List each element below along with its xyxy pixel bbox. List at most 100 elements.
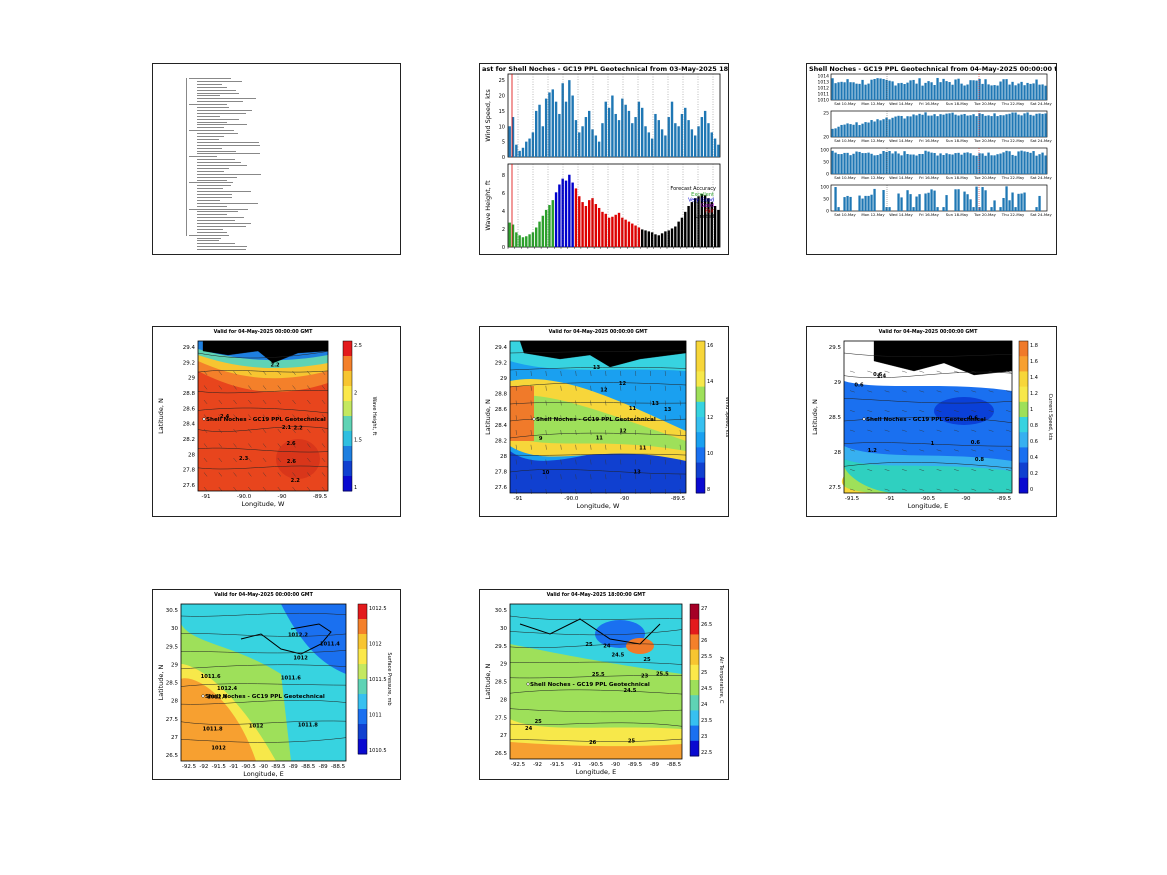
met-bar: [951, 112, 954, 137]
met-bar: [1002, 79, 1005, 100]
wave-bar: [525, 236, 528, 247]
met-x-tick: Tue 20-May: [973, 175, 996, 180]
document-text-line: [197, 211, 238, 213]
vector-arrow: [560, 474, 562, 480]
met-bar: [909, 116, 912, 137]
vector-arrow: [292, 472, 296, 477]
document-text-line: [197, 162, 241, 164]
met-bar: [954, 189, 957, 211]
met-bar: [942, 207, 945, 211]
met-bar: [1041, 113, 1044, 137]
met-row-frame: [830, 147, 1048, 175]
met-x-tick: Thu 22-May: [1001, 138, 1025, 143]
met-bar: [912, 114, 915, 137]
document-text-line: [197, 141, 259, 143]
vector-arrow: [635, 400, 637, 406]
wind-bar: [677, 126, 680, 157]
met-bar: [831, 150, 834, 174]
met-bar: [915, 196, 918, 211]
document-text-line: [197, 167, 229, 169]
vector-arrow: [292, 457, 296, 463]
vector-arrow: [849, 449, 855, 452]
vector-arrow: [988, 370, 994, 373]
vector-arrow: [849, 390, 855, 393]
wave-bar: [548, 205, 551, 247]
met-bar: [1020, 193, 1023, 211]
met-bar: [996, 85, 999, 100]
vector-arrow: [262, 428, 267, 434]
vector-arrow: [988, 410, 994, 413]
vector-arrow: [530, 474, 532, 480]
map-x-tick: -89: [650, 762, 659, 768]
vector-arrow: [262, 472, 267, 477]
map-x-tick: -89.5: [313, 494, 328, 500]
vector-arrow: [321, 472, 326, 477]
met-bar: [984, 115, 987, 137]
met-bar: [924, 112, 927, 137]
document-text-line: [197, 107, 229, 108]
map-x-tick: -88.5: [301, 764, 316, 770]
map-x-tick: -89.5: [628, 762, 643, 768]
met-bar: [1017, 193, 1020, 211]
met-bar: [930, 152, 933, 174]
vector-arrow: [321, 443, 326, 448]
met-bar: [900, 197, 903, 211]
met-bar: [885, 117, 888, 137]
panel-forecast-document: [152, 63, 401, 255]
met-bar: [858, 151, 861, 174]
document-text-line: [197, 243, 235, 245]
met-x-tick: Sat 24-May: [1030, 101, 1052, 106]
met-bar: [975, 186, 978, 211]
colorbar-label: Air Temperature, C: [718, 657, 724, 704]
contour-line: [197, 426, 329, 432]
vector-arrow: [590, 400, 592, 406]
vector-arrow: [515, 429, 517, 435]
map-x-tick: -91.5: [550, 762, 565, 768]
vector-arrow: [679, 400, 681, 406]
vector-arrow: [277, 457, 282, 463]
met-x-tick: Thu 22-May: [1001, 175, 1025, 180]
map-x-tick: -89: [289, 764, 298, 770]
met-bar: [993, 200, 996, 211]
wind-bar: [558, 113, 561, 157]
vector-arrow: [679, 444, 681, 450]
met-bar: [963, 152, 966, 174]
contour-line: [843, 352, 1013, 358]
wave-bar: [694, 198, 697, 247]
met-bar: [1044, 85, 1047, 100]
map-y-tick: 29: [171, 662, 178, 668]
document-text-line: [197, 179, 227, 181]
map-x-tick: -90.5: [921, 496, 936, 502]
map-title: Valid for 04-May-2025 18:00:00 GMT: [547, 592, 646, 598]
vector-arrow: [218, 399, 223, 405]
met-bar: [1029, 83, 1032, 100]
met-bar: [1017, 83, 1020, 100]
vector-arrow: [203, 486, 208, 492]
met-y-tick: 1011: [818, 92, 830, 98]
vector-arrow: [218, 428, 223, 434]
met-bar: [885, 151, 888, 174]
met-bar: [855, 122, 858, 137]
colorbar-tick: 8: [707, 487, 710, 493]
met-bar: [1032, 151, 1035, 174]
vector-arrow: [262, 399, 267, 405]
vector-arrow: [649, 415, 651, 421]
contour-label: 24: [603, 643, 611, 649]
met-bar: [963, 85, 966, 100]
vector-arrow: [292, 428, 296, 434]
met-bar: [831, 78, 834, 100]
met-bar: [966, 152, 969, 174]
vector-arrow: [1005, 429, 1011, 432]
current-colorbar-swatch: [1019, 371, 1028, 388]
contour-line: [197, 465, 329, 470]
field-band: [841, 476, 874, 493]
vector-arrow: [248, 414, 252, 419]
document-text-line: [197, 136, 224, 137]
wind-bar: [518, 150, 521, 157]
document-text-line: [197, 231, 227, 233]
met-bar: [927, 115, 930, 137]
wind-bar: [521, 147, 525, 157]
vector-arrow: [635, 474, 637, 480]
met-bar: [1035, 155, 1038, 174]
document-text-line: [197, 115, 220, 117]
